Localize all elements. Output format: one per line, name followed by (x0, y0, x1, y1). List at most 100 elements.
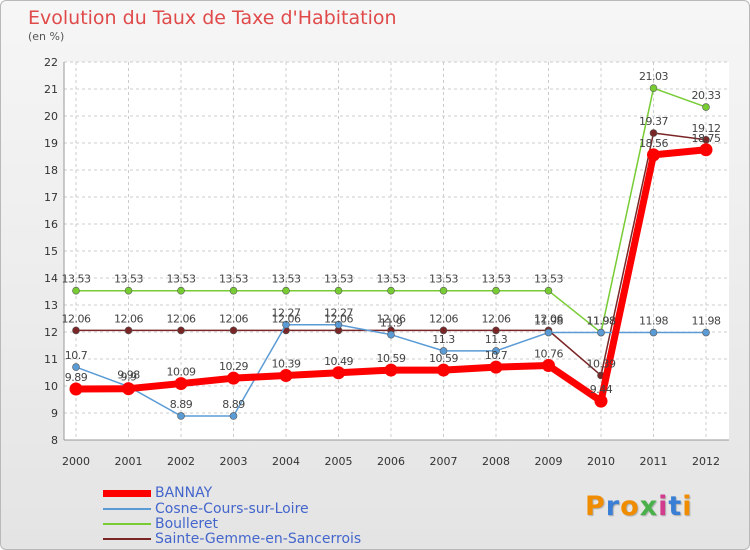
data-point-2 (649, 84, 658, 92)
data-point-1 (72, 363, 80, 371)
data-point-1 (229, 412, 238, 420)
x-tick-label: 2002 (167, 455, 195, 468)
legend-item-bannay: BANNAY (103, 485, 212, 501)
x-tick-label: 2010 (587, 455, 615, 468)
data-label-0: 10.59 (429, 352, 458, 365)
x-tick-label: 2006 (377, 455, 405, 468)
data-point-0 (542, 358, 555, 372)
data-label-1: 11.98 (639, 315, 668, 328)
data-point-0 (384, 363, 398, 377)
data-point-0 (647, 148, 660, 162)
y-tick-label: 9 (51, 407, 58, 420)
data-point-2 (439, 286, 448, 295)
legend-swatch-bannay (103, 489, 151, 497)
data-point-0 (332, 366, 345, 380)
data-label-2: 21.03 (639, 70, 668, 83)
data-point-1 (334, 320, 343, 329)
data-point-1 (177, 412, 185, 420)
data-point-3 (124, 326, 133, 335)
data-label-0: 10.29 (219, 360, 248, 373)
data-point-2 (334, 286, 343, 295)
y-tick-label: 21 (44, 83, 58, 96)
y-tick-label: 20 (44, 110, 58, 123)
legend-item-cosne: Cosne-Cours-sur-Loire (103, 501, 309, 517)
data-point-0 (699, 143, 713, 157)
data-label-3: 12.06 (272, 312, 301, 325)
chart-title: Evolution du Taux de Taxe d'Habitation (28, 7, 397, 29)
data-label-2: 13.53 (534, 273, 563, 286)
data-label-3: 19.37 (639, 115, 668, 128)
legend-swatch-sainte-gemme (103, 538, 151, 540)
data-point-1 (649, 328, 658, 337)
y-tick-label: 8 (51, 434, 58, 447)
data-label-3: 12.06 (534, 312, 563, 325)
y-tick-label: 15 (44, 245, 58, 258)
data-label-3: 12.06 (482, 312, 511, 325)
x-tick-label: 2004 (272, 455, 300, 468)
data-label-0: 10.09 (167, 366, 196, 379)
data-point-1 (702, 328, 710, 337)
data-label-2: 13.53 (219, 273, 248, 286)
data-label-1: 11.98 (692, 315, 721, 328)
data-point-0 (122, 382, 135, 396)
legend-label-sainte-gemme: Sainte-Gemme-en-Sancerrois (155, 531, 362, 547)
data-label-0: 10.76 (534, 347, 563, 360)
y-tick-label: 12 (44, 326, 58, 339)
data-label-1: 11.3 (485, 333, 508, 346)
x-tick-label: 2011 (640, 455, 668, 468)
data-label-1: 11.3 (432, 333, 455, 346)
legend-label-bannay: BANNAY (155, 485, 213, 501)
data-label-3: 12.06 (167, 312, 196, 325)
data-point-0 (227, 371, 240, 385)
data-point-2 (702, 103, 710, 111)
data-label-3: 19.12 (692, 122, 721, 135)
x-tick-label: 2003 (220, 455, 248, 468)
data-label-1: 11.98 (534, 315, 563, 328)
data-point-0 (489, 360, 503, 374)
logo-letter: t (668, 491, 683, 522)
legend-item-sainte-gemme: Sainte-Gemme-en-Sancerrois (103, 531, 361, 547)
data-label-1: 8.89 (222, 398, 245, 411)
y-tick-label: 17 (44, 191, 58, 204)
legend-label-cosne: Cosne-Cours-sur-Loire (155, 501, 309, 517)
data-point-1 (282, 320, 290, 329)
data-label-1: 9.98 (117, 369, 140, 382)
data-point-2 (124, 286, 133, 295)
data-label-2: 13.53 (429, 273, 458, 286)
data-point-3 (492, 326, 500, 335)
data-point-1 (387, 330, 395, 339)
legend-swatch-boulleret (103, 523, 151, 525)
data-point-3 (72, 326, 80, 335)
proxiti-logo: Proxiti (585, 491, 693, 522)
data-label-2: 13.53 (324, 273, 353, 286)
data-point-1 (544, 328, 553, 337)
data-point-2 (72, 286, 80, 295)
logo-letter: i (682, 491, 693, 522)
data-label-0: 9.44 (590, 383, 613, 396)
logo-letter: P (585, 491, 606, 522)
data-label-0: 18.56 (639, 137, 668, 150)
data-label-2: 11.98 (587, 315, 616, 328)
data-label-0: 9.9 (121, 371, 137, 384)
data-point-2 (177, 286, 185, 295)
data-label-1: 11.98 (587, 315, 616, 328)
data-label-3: 12.06 (62, 312, 91, 325)
logo-letter: x (639, 491, 659, 522)
legend-label-boulleret: Boulleret (155, 516, 218, 532)
data-label-1: 12.27 (272, 307, 301, 320)
y-tick-label: 10 (44, 380, 58, 393)
x-tick-label: 2001 (115, 455, 143, 468)
legend-swatch-cosne (103, 508, 151, 510)
data-point-2 (544, 286, 553, 295)
data-point-0 (279, 368, 293, 382)
data-point-3 (177, 326, 185, 335)
y-tick-label: 14 (44, 272, 58, 285)
logo-letter: i (658, 491, 669, 522)
data-label-1: 11.9 (380, 317, 403, 330)
legend-item-boulleret: Boulleret (103, 516, 218, 532)
data-label-2: 13.53 (62, 273, 91, 286)
data-label-3: 10.39 (587, 357, 616, 370)
data-point-0 (69, 382, 83, 396)
data-label-0: 10.59 (377, 352, 406, 365)
